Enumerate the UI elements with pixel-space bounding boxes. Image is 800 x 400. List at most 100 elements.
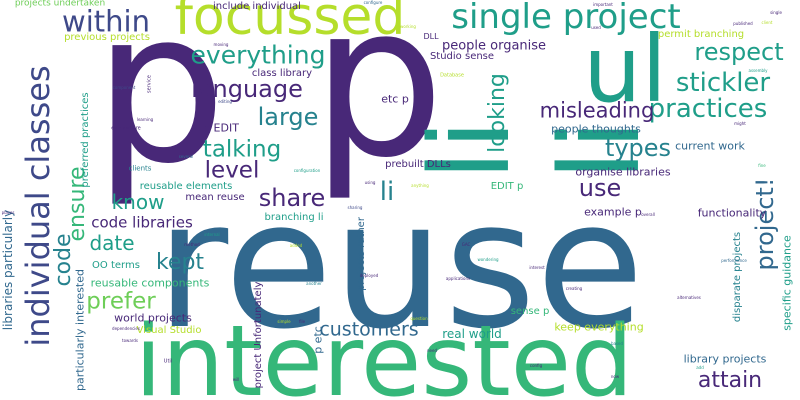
word-cloud-word: code [51, 233, 76, 287]
word-cloud-word: functionality [697, 206, 767, 220]
word-cloud-word: GAC [461, 242, 471, 247]
word-cloud-word: everywhere [111, 125, 141, 132]
word-cloud-word: p etc [311, 326, 325, 354]
word-cloud-word: respect [694, 38, 784, 66]
word-cloud-word: question [410, 316, 428, 321]
word-cloud-word: projects undertaken [14, 0, 106, 9]
word-cloud-word: looking [485, 73, 510, 153]
word-cloud-word: prebuilt DLLs [385, 159, 451, 170]
word-cloud-word: organise libraries [575, 165, 671, 179]
word-cloud-word: particularly interested [73, 269, 87, 391]
word-cloud-word: might [734, 121, 746, 126]
word-cloud-word: interest [529, 265, 545, 270]
word-cloud-word: include individual [213, 1, 301, 12]
word-cloud-word: method [184, 242, 200, 247]
word-cloud-word: share [258, 184, 326, 212]
word-cloud-word: applications [445, 276, 471, 281]
word-cloud-word: config [529, 363, 543, 368]
word-cloud-word: permit branching [657, 29, 745, 40]
word-cloud-word: language [191, 75, 303, 103]
word-cloud-word: keep everything [554, 320, 644, 334]
word-cloud-word: mean reuse [185, 192, 245, 203]
word-cloud-word: people organise [441, 38, 547, 54]
word-cloud-word: towards [122, 338, 138, 343]
word-cloud-word: clients [128, 164, 152, 173]
word-cloud-word: focussed [174, 0, 406, 47]
word-cloud-word: code libraries [91, 213, 193, 232]
word-cloud-word: individual classes [19, 65, 57, 347]
word-cloud-word: large [257, 103, 319, 131]
word-cloud-word: date [89, 231, 135, 255]
word-cloud-word: assembly [748, 68, 768, 73]
word-cloud-word: people thoughts [551, 122, 641, 136]
word-cloud-word: several [178, 154, 194, 159]
word-cloud-word: simple [277, 319, 291, 324]
word-cloud-word: li [379, 177, 395, 207]
word-cloud-word: used [591, 25, 601, 30]
word-cloud-word: published [733, 21, 753, 26]
word-cloud-word: practices [648, 94, 768, 124]
word-cloud-word: types [604, 134, 672, 162]
word-cloud-word: editing [218, 99, 232, 104]
word-cloud-word: performance [721, 258, 747, 263]
word-cloud-word: use [578, 174, 622, 202]
word-cloud-word: Studio sense [429, 51, 495, 62]
word-cloud-word: dependencies [112, 326, 140, 331]
word-cloud-word: places [1, 210, 15, 215]
word-cloud-word: moving [213, 42, 229, 47]
word-cloud-word: talking [202, 136, 282, 163]
word-cloud-word: preferred practices [80, 92, 91, 188]
word-cloud-word: kept [155, 250, 205, 275]
word-cloud-word: interested [134, 305, 634, 400]
word-cloud-word: reuse [155, 163, 645, 368]
word-cloud-word: prefer [86, 288, 156, 315]
word-cloud-word: creating [565, 286, 583, 291]
word-cloud-word: class library [251, 68, 313, 79]
word-cloud-word: libraries particularly [1, 209, 15, 331]
word-cloud-word: add [696, 365, 704, 370]
word-cloud-word: reusable components [90, 276, 210, 290]
word-cloud-word: now [610, 374, 620, 379]
word-cloud-word: fine [758, 163, 766, 168]
word-cloud-word: client [761, 20, 773, 25]
word-cloud-word: stickler [675, 68, 771, 98]
word-cloud-word: level [204, 157, 260, 184]
word-cloud-word: configure [363, 0, 383, 5]
word-cloud-word: configuration [293, 168, 321, 173]
word-cloud-word: single project [451, 0, 681, 37]
word-cloud-word: component [112, 85, 136, 90]
word-cloud-word: single [770, 10, 782, 15]
word-cloud-word: alternatives [677, 295, 701, 300]
word-cloud-word: OO terms [92, 260, 140, 271]
word-cloud-word: p [311, 0, 445, 204]
word-cloud-word: project! [751, 177, 779, 271]
word-cloud-word: learning [136, 117, 154, 122]
word-cloud-word: EDIT p [490, 181, 524, 192]
word-cloud-word: wondering [477, 257, 499, 262]
word-cloud-word: ul [583, 16, 667, 123]
word-cloud-word: another [306, 281, 322, 286]
word-cloud-word: world projects [114, 311, 192, 325]
word-cloud-word: reusable elements [139, 181, 233, 192]
word-cloud-word: Visual Studio [136, 325, 202, 336]
word-cloud-word: Database [440, 72, 464, 79]
word-cloud-word: library projects [683, 352, 767, 366]
word-cloud-word: need [427, 348, 437, 353]
word-cloud-word: anything [411, 183, 429, 188]
word-cloud-word: branching li [264, 212, 324, 223]
word-cloud-word: will [232, 377, 240, 382]
word-cloud-word: important [593, 2, 613, 7]
word-cloud-word: projects rather [356, 217, 367, 291]
word-cloud-word: real world [442, 327, 502, 341]
word-cloud-word: Util [163, 358, 173, 365]
word-cloud-word: project Unfortunately [253, 281, 264, 389]
word-cloud-word: know [111, 190, 165, 214]
word-cloud-word: deployed [359, 273, 379, 278]
word-cloud-word: added [289, 243, 303, 248]
word-cloud-word: p [93, 0, 227, 210]
word-cloud-word: etc p [381, 92, 409, 106]
word-cloud-word: overall [641, 212, 655, 217]
word-cloud-word: file [298, 319, 306, 324]
word-cloud-word: service [146, 75, 153, 93]
word-cloud-word: everything [190, 40, 326, 70]
